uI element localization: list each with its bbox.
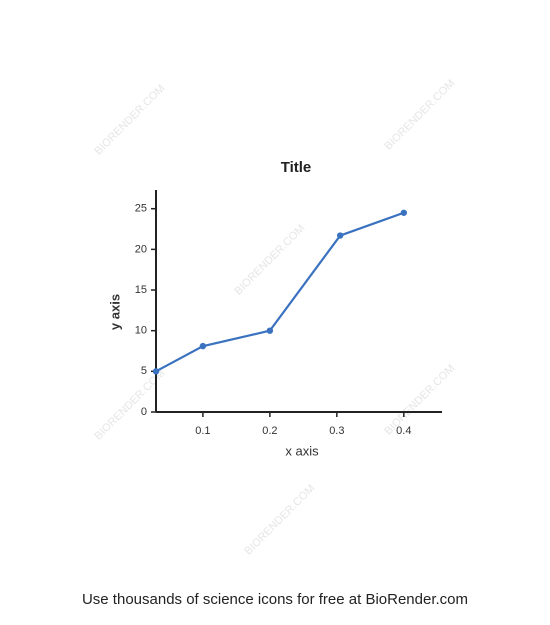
y-tick-label: 0	[141, 406, 147, 418]
x-tick-label: 0.4	[396, 425, 411, 437]
watermark: BIORENDER.COM	[232, 222, 307, 297]
watermark: BIORENDER.COM	[242, 482, 317, 557]
watermark: BIORENDER.COM	[92, 82, 167, 157]
y-tick-label: 20	[135, 243, 147, 255]
chart-title: Title	[281, 159, 312, 176]
watermark: BIORENDER.COM	[382, 77, 457, 152]
line	[155, 211, 405, 373]
y-tick-label: 5	[141, 365, 147, 377]
x-tick-label: 0.1	[195, 425, 210, 437]
point	[336, 232, 344, 239]
x-tick-label: 0.3	[329, 425, 344, 437]
point	[400, 209, 408, 216]
y-tick-label: 15	[135, 284, 147, 296]
y-tick-label: 25	[135, 203, 147, 215]
x-axis-label: x axis	[285, 443, 319, 458]
watermark: BIORENDER.COM	[382, 362, 457, 437]
footer: Use thousands of science icons for free …	[82, 591, 468, 608]
point	[266, 327, 274, 334]
x-tick-label: 0.2	[262, 425, 277, 437]
point	[152, 368, 160, 375]
point	[199, 342, 207, 350]
y-tick-label: 10	[135, 325, 147, 337]
y-axis-label: y axis	[107, 294, 122, 330]
watermarks: BIORENDER.COM BIORENDER.COM BIORENDER.COM B…	[92, 77, 457, 557]
